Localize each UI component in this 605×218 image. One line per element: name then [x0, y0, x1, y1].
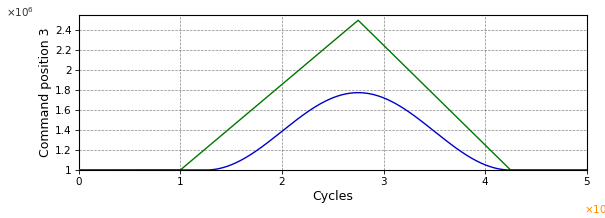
Text: $\times 10^6$: $\times 10^6$: [6, 6, 34, 19]
Y-axis label: Command position 3: Command position 3: [39, 28, 52, 157]
X-axis label: Cycles: Cycles: [312, 190, 353, 203]
Text: $\times 10^3$: $\times 10^3$: [584, 202, 605, 216]
